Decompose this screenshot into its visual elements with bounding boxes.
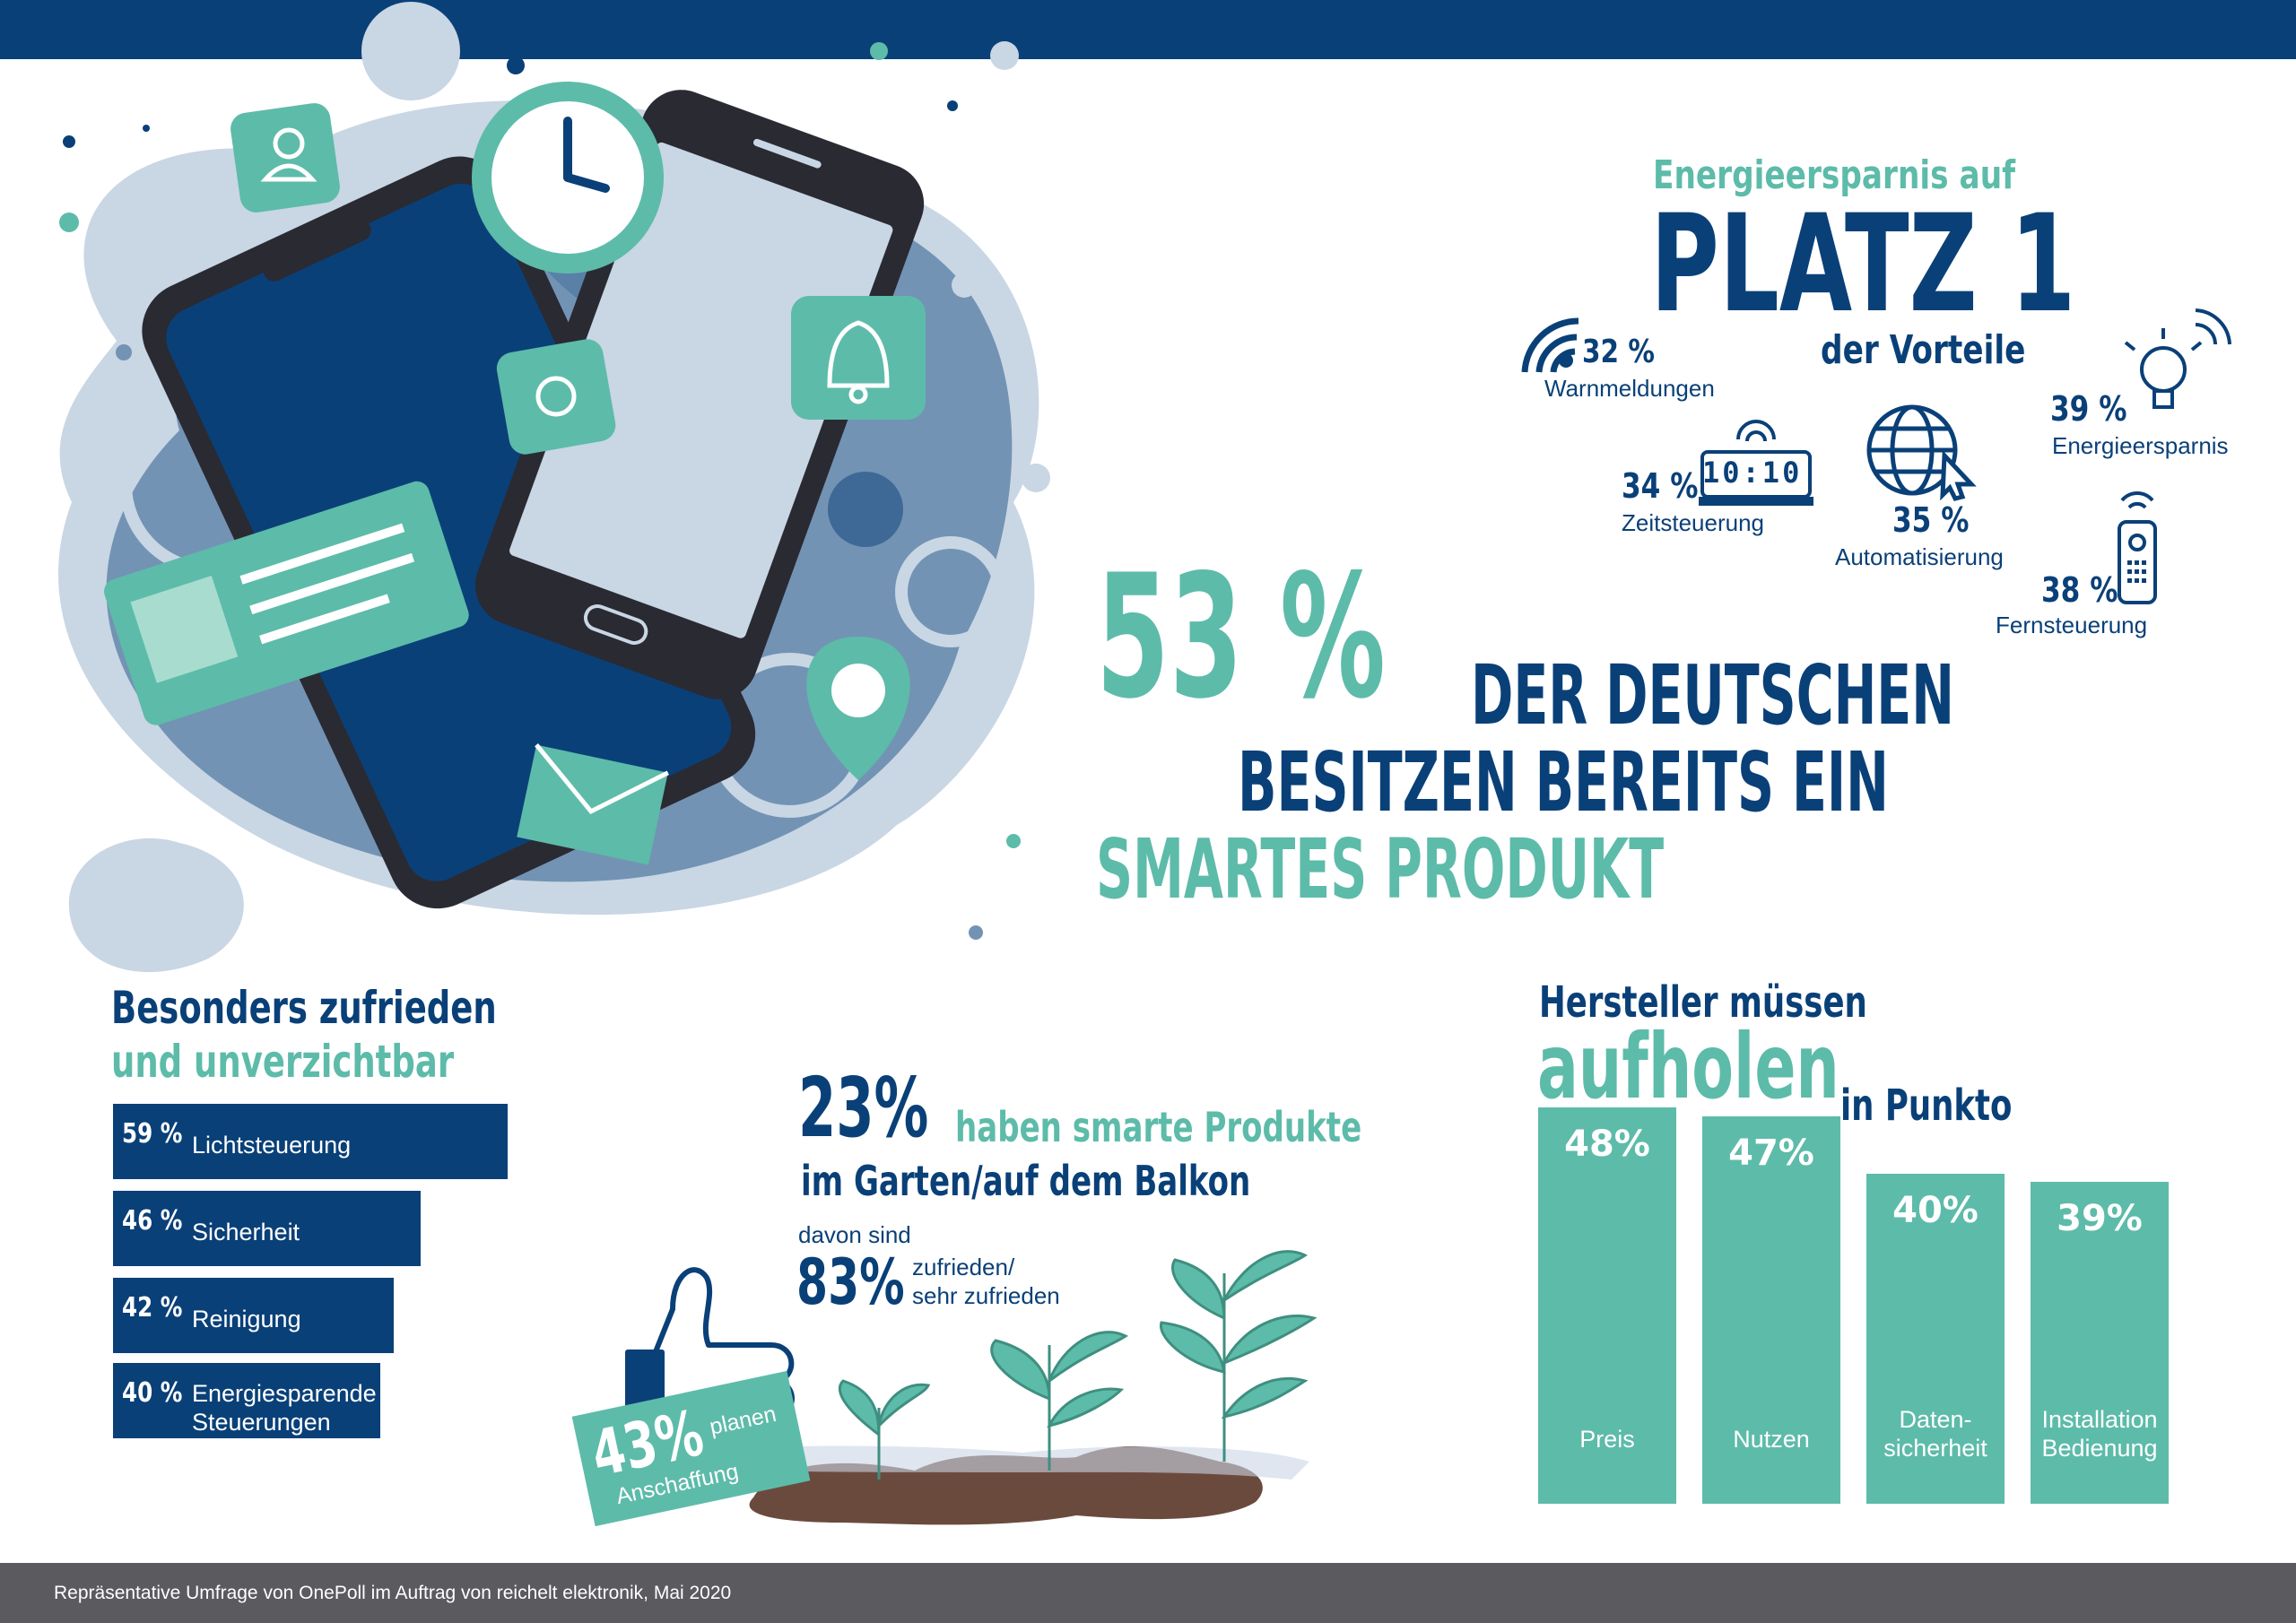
vorteile-icons xyxy=(1521,308,2231,604)
clock-display-icon xyxy=(1699,420,1813,506)
vorteil-label-zeitsteuerung: Zeitsteuerung xyxy=(1622,509,1764,536)
remote-control-icon xyxy=(2118,490,2157,604)
chart2-title-end: in Punkto xyxy=(1840,1081,2013,1131)
badge-word: planen xyxy=(707,1401,778,1440)
vorteil-pct-zeitsteuerung: 34 % xyxy=(1622,466,1699,506)
platz-sub: der Vorteile xyxy=(1821,327,2026,373)
hbar-value: 59 % xyxy=(122,1118,183,1150)
platz-title: PLATZ 1 xyxy=(1650,187,2076,343)
hbar: 40 % Energiesparende Steuerungen xyxy=(113,1363,380,1438)
map-pin-icon xyxy=(806,637,910,780)
hero-line-2: BESITZEN BEREITS EIN xyxy=(1238,734,1889,830)
user-icon xyxy=(230,103,340,213)
vorteil-label-automatisierung: Automatisierung xyxy=(1835,543,2004,570)
chart1-title: Besonders zufrieden xyxy=(111,982,497,1034)
vbar: 40% Daten- sicherheit xyxy=(1866,1174,2005,1504)
plant-icon xyxy=(838,1250,1318,1480)
hbar-value: 46 % xyxy=(122,1205,183,1237)
chart2-title: Hersteller müssen xyxy=(1539,977,1867,1028)
clock-display-text: 10:10 xyxy=(1702,456,1803,490)
smartphone-illustration xyxy=(58,2,1050,973)
footer-source: Repräsentative Umfrage von OnePoll im Au… xyxy=(54,1583,732,1603)
chart2-title-big: aufholen xyxy=(1537,1014,1839,1119)
vbar-value: 47% xyxy=(1728,1133,1814,1174)
platz-kicker: Energieersparnis auf xyxy=(1653,152,2016,198)
hbar-value: 42 % xyxy=(122,1292,183,1324)
vbar-value: 40% xyxy=(1892,1190,1979,1231)
vorteil-label-energieersparnis: Energieersparnis xyxy=(2052,432,2229,459)
vbar-category: Daten- xyxy=(1899,1406,1972,1433)
vbar-category-line2: sicherheit xyxy=(1883,1435,1987,1462)
globe-cursor-icon xyxy=(1866,404,1977,501)
hbar-category: Sicherheit xyxy=(192,1219,300,1245)
bell-icon xyxy=(791,296,926,420)
hero-pct: 53 % xyxy=(1096,538,1386,736)
hbar-category: Reinigung xyxy=(192,1306,301,1332)
vbar: 39% Installation Bedienung xyxy=(2031,1182,2169,1504)
vbar: 47% Nutzen xyxy=(1702,1116,1840,1504)
vbar-value: 48% xyxy=(1564,1124,1650,1165)
vbar-category-line2: Bedienung xyxy=(2041,1435,2158,1462)
hbar: 42 % Reinigung xyxy=(113,1278,394,1353)
light-bulb-icon xyxy=(2124,308,2231,409)
hbar: 46 % Sicherheit xyxy=(113,1191,421,1266)
vbar-category: Preis xyxy=(1579,1426,1635,1453)
garden-davon: davon sind xyxy=(798,1221,911,1248)
vbar-value: 39% xyxy=(2057,1198,2143,1239)
chart1-subtitle: und unverzichtbar xyxy=(111,1036,455,1088)
hbar-category: Lichtsteuerung xyxy=(192,1132,352,1159)
vorteil-label-fernsteuerung: Fernsteuerung xyxy=(1996,612,2148,638)
garden-headline-navy: im Garten/auf dem Balkon xyxy=(801,1157,1251,1205)
garden-zufrieden-1: zufrieden/ xyxy=(912,1254,1015,1280)
hero-line-3: SMARTES PRODUKT xyxy=(1096,821,1665,917)
vorteil-pct-fernsteuerung: 38 % xyxy=(2041,570,2118,610)
footer: Repräsentative Umfrage von OnePoll im Au… xyxy=(0,1563,2296,1623)
vorteil-label-warnmeldungen: Warnmeldungen xyxy=(1544,375,1715,402)
hero-line-1: DER DEUTSCHEN xyxy=(1471,647,1955,743)
vorteil-pct-warnmeldungen: 32 % xyxy=(1582,334,1655,370)
garden-pct2: 83% xyxy=(796,1245,905,1319)
hbar-value: 40 % xyxy=(122,1377,183,1409)
vbar-category: Installation xyxy=(2041,1406,2158,1433)
garden-headline-teal: haben smarte Produkte xyxy=(955,1103,1362,1151)
vorteil-pct-energieersparnis: 39 % xyxy=(2050,389,2127,429)
hbar-category: Energiesparende Steuerungen xyxy=(192,1380,377,1436)
garden-pct: 23% xyxy=(798,1060,929,1156)
clock-icon xyxy=(472,82,664,273)
vbar-category: Nutzen xyxy=(1733,1426,1810,1453)
mail-icon xyxy=(517,743,669,865)
garden-zufrieden-2: sehr zufrieden xyxy=(912,1282,1060,1309)
hbar: 59 % Lichtsteuerung xyxy=(113,1104,508,1179)
vorteil-pct-automatisierung: 35 % xyxy=(1892,500,1970,540)
vbar: 48% Preis xyxy=(1538,1107,1676,1504)
